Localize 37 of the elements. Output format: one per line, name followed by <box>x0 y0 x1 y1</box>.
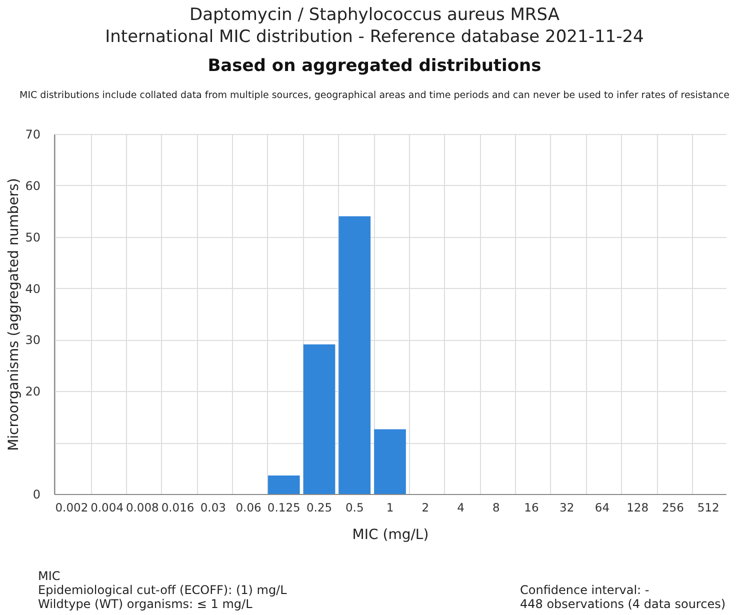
x-tick-label: 0.016 <box>161 500 194 514</box>
y-tick-label: 70 <box>25 128 40 142</box>
x-tick-label: 0.5 <box>345 500 364 514</box>
bar <box>338 216 371 494</box>
x-tick-label: 0.002 <box>55 500 88 514</box>
x-tick-label: 64 <box>594 500 610 514</box>
bar <box>268 475 300 494</box>
x-tick-label: 4 <box>457 500 464 514</box>
x-tick-label: 0.25 <box>306 500 332 514</box>
x-tick-label: 256 <box>662 500 684 514</box>
x-tick-label: 0.125 <box>267 500 300 514</box>
x-tick-label: 2 <box>422 500 430 514</box>
text: MIC distributions include collated data from multiple sources, geographical areas and time periods and can never be used to infer rates of resistance <box>18 90 730 101</box>
x-tick-label: 512 <box>697 500 720 514</box>
x-axis-title: MIC (mg/L) <box>352 527 429 543</box>
x-tick-label: 0.06 <box>236 500 262 514</box>
x-tick-label: 0.03 <box>200 500 226 514</box>
y-tick-label: 30 <box>25 333 40 348</box>
bar <box>374 429 406 494</box>
y-axis-title: Microorganisms (aggregated numbers) <box>6 178 22 451</box>
x-tick-label: 0.008 <box>126 500 159 514</box>
bar <box>303 344 336 494</box>
y-tick-label: 0 <box>32 488 40 502</box>
text: Confidence interval: - 448 observations (4 data sources) <box>520 583 726 611</box>
x-tick-label: 128 <box>626 500 649 514</box>
chart-subtitle: Based on aggregated distributions <box>206 56 542 76</box>
y-tick-label: 40 <box>25 282 40 296</box>
y-tick-label: 50 <box>25 230 40 244</box>
chart-title: Daptomycin / Staphylococcus aureus MRSA International MIC distribution - Reference database 2021-11-24 <box>104 4 645 48</box>
x-tick-label: 0.004 <box>90 500 124 514</box>
x-tick-label: 8 <box>492 500 500 514</box>
x-tick-label: 16 <box>524 500 539 514</box>
x-tick-label: 32 <box>560 500 574 514</box>
y-tick-label: 60 <box>25 178 40 193</box>
text: MIC Epidemiological cut-off (ECOFF): (1) mg/L Wildtype (WT) organisms: ≤ 1 mg/L <box>38 569 287 611</box>
y-tick-label: 20 <box>25 384 40 399</box>
x-tick-label: 1 <box>386 500 394 514</box>
